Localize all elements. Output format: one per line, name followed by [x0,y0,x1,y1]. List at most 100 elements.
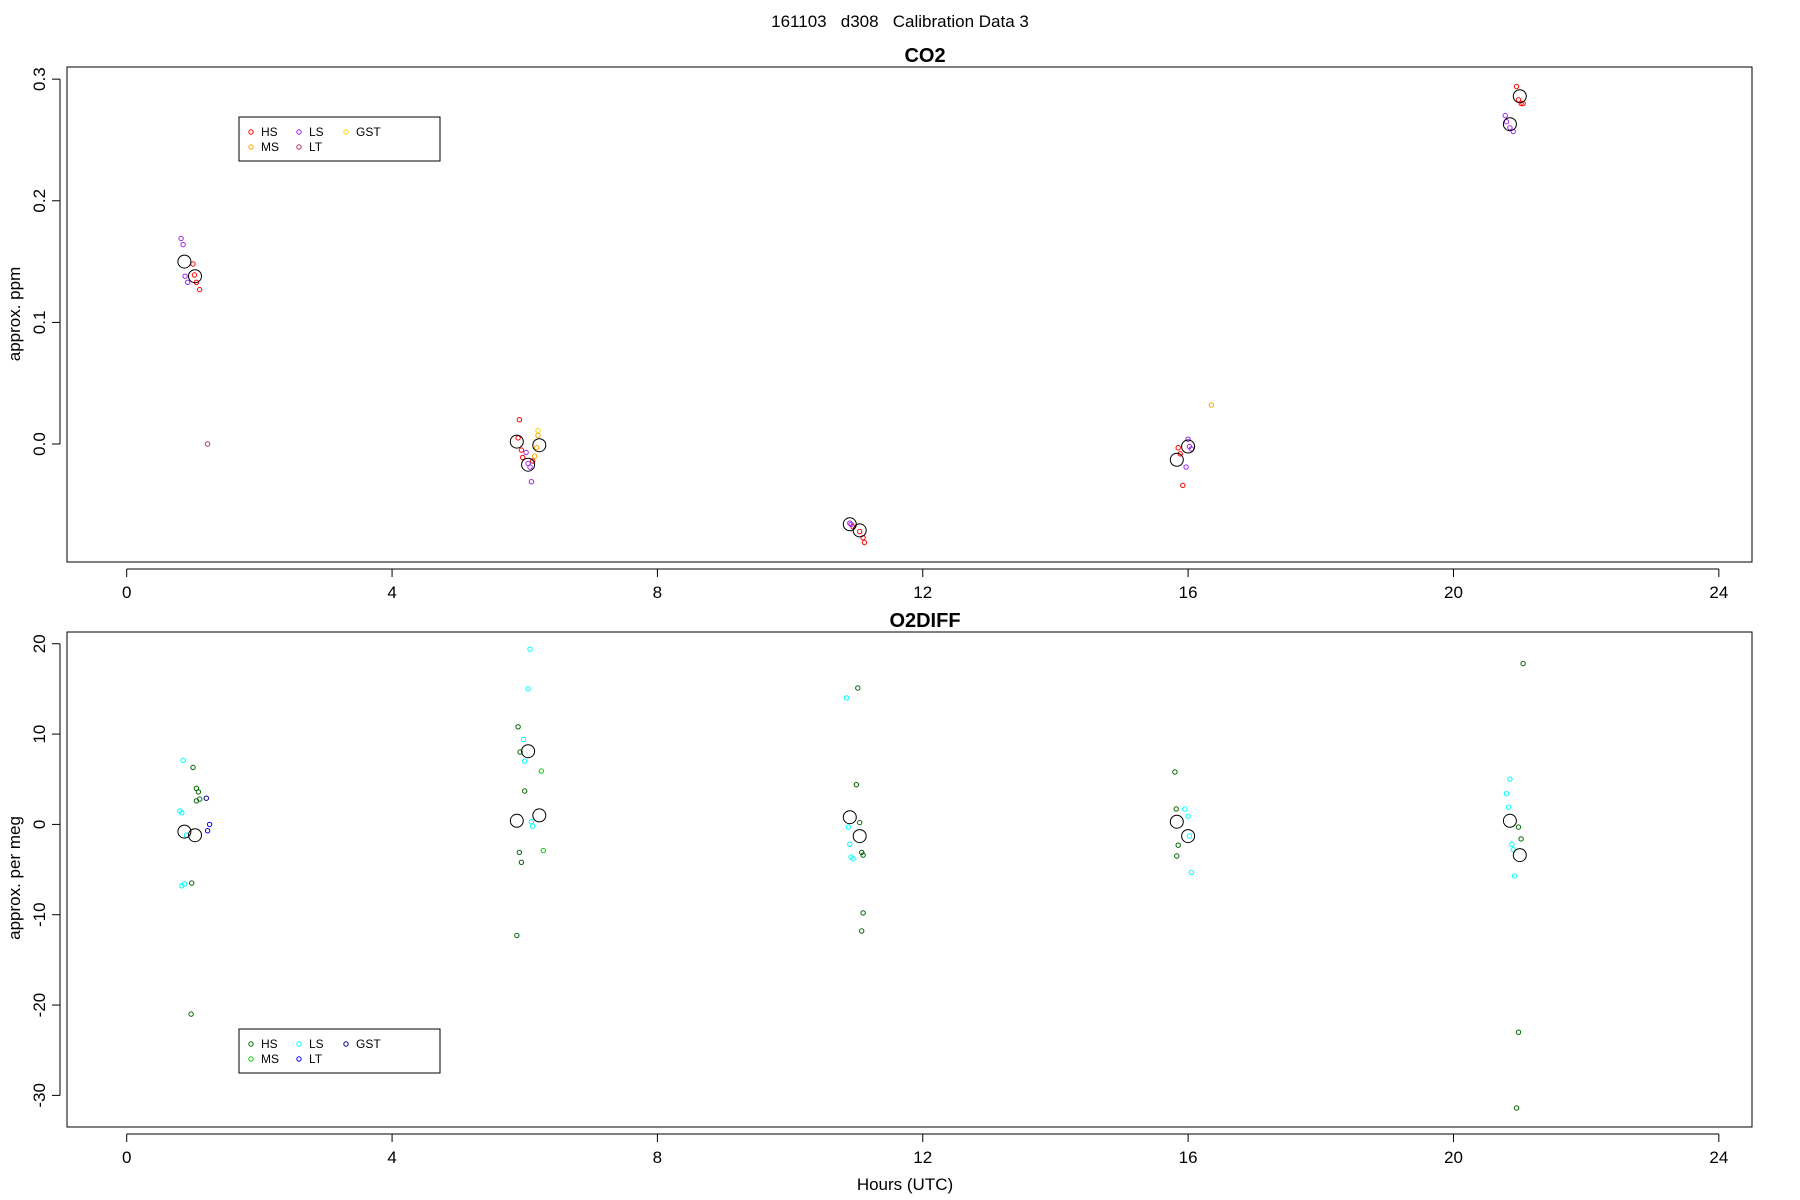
o2diff-panel: O2DIFF approx. per meg Hours (UTC) 0 4 8 12… [5,610,1753,1194]
o2diff-point-ls [1503,791,1510,797]
co2-x-tick-label: 16 [1179,583,1198,602]
co2-point-hs [1175,445,1181,451]
o2diff-point-ls [1509,841,1515,847]
co2-point-ls [847,520,853,526]
o2diff-point-hs [193,798,200,804]
o2diff-x-axis-label: Hours (UTC) [857,1175,953,1194]
co2-y-tick-label: 0.0 [30,432,49,456]
co2-point-ls [1502,112,1508,119]
co2-marks [177,83,1527,546]
co2-mean-marker [1169,452,1184,467]
o2diff-point-hs [190,764,196,771]
co2-x-tick-label: 20 [1444,583,1463,602]
o2diff-point-ls [1182,806,1188,812]
o2diff-point-hs [860,852,866,858]
co2-legend-label-ms: MS [261,140,279,154]
o2diff-mean-marker [188,828,202,843]
co2-point-ls [1185,436,1191,442]
o2diff-legend-box [238,1028,441,1074]
o2diff-mean-marker [532,808,547,823]
o2diff-point-hs [1515,1029,1522,1035]
o2diff-point-ls [1511,873,1518,879]
co2-x-tick-label: 12 [913,583,932,602]
o2diff-point-ls [180,757,186,763]
co2-mean-marker [509,434,524,449]
co2-legend-label-lt: LT [309,140,323,154]
o2diff-point-hs [853,782,860,788]
o2diff-point-hs [195,789,202,795]
o2diff-point-hs [1173,806,1179,812]
o2diff-point-ls [520,736,527,743]
co2-y-tick-label: 0.3 [30,67,49,91]
o2diff-marks [177,646,1527,1111]
co2-legend-swatch-gst [343,129,349,135]
o2diff-mean-marker [852,829,867,844]
o2diff-x-tick-label: 20 [1444,1148,1463,1167]
o2diff-y-tick-label: -20 [30,993,49,1018]
co2-point-hs [530,458,536,464]
o2diff-mean-marker [1169,814,1184,829]
co2-mean-marker [1502,117,1517,132]
o2diff-y-tick-label: 10 [30,725,49,744]
co2-point-lt [204,441,211,447]
co2-legend-label-ls: LS [309,125,324,139]
o2diff-plot-frame [66,631,1753,1128]
o2diff-point-ls [179,883,185,889]
o2diff-point-hs [1518,836,1524,842]
co2-mean-marker [852,523,867,538]
o2diff-point-hs [1515,824,1522,830]
co2-point-hs [518,447,525,453]
o2diff-x-tick-label: 16 [1179,1148,1198,1167]
o2diff-point-hs [1175,842,1181,848]
o2diff-legend-label-gst: GST [356,1037,381,1051]
co2-legend-swatch-ms [248,144,254,150]
o2diff-legend-label-ls: LS [309,1037,324,1051]
o2diff-point-ls [522,758,528,764]
o2diff-mean-marker [1512,848,1527,863]
o2diff-point-ls [1507,776,1513,782]
co2-point-hs [857,528,863,535]
co2-legend-box [238,116,441,162]
o2diff-panel-title: O2DIFF [889,610,960,632]
o2diff-legend-swatch-ls [296,1041,302,1047]
co2-ticks: 0 4 8 12 16 20 24 0.0 0.1 0.2 0.3 [30,67,1728,602]
o2diff-point-ls [179,810,185,816]
o2diff-point-hs [860,910,866,916]
o2diff-point-ls [1505,804,1512,810]
co2-mean-marker [1512,89,1527,104]
o2diff-x-tick-label: 4 [387,1148,396,1167]
co2-point-hs [1513,83,1520,90]
o2diff-point-ls [530,823,536,829]
o2diff-point-hs [859,849,865,856]
o2diff-point-hs [855,685,861,691]
co2-point-hs [1180,482,1186,489]
o2diff-point-hs [517,749,523,755]
o2diff-mean-marker [177,824,192,839]
co2-point-hs [1518,100,1524,107]
co2-point-ms [532,453,538,459]
co2-legend-swatch-hs [248,129,254,135]
o2diff-y-tick-label: -10 [30,902,49,927]
o2diff-mean-marker [521,744,536,759]
o2diff-point-hs [1172,769,1178,775]
o2diff-point-hs [857,819,863,826]
co2-point-hs [191,272,198,278]
o2diff-point-ls [1185,813,1191,819]
co2-point-ls [527,464,533,470]
o2diff-point-hs [515,724,521,730]
o2diff-mean-marker [842,810,857,825]
o2diff-point-hs [514,932,520,939]
co2-legend-label-gst: GST [356,125,381,139]
o2diff-x-tick-label: 24 [1709,1148,1728,1167]
o2diff-point-hs [859,928,865,934]
o2diff-mean-marker [1181,829,1196,844]
o2diff-x-tick-label: 8 [653,1148,662,1167]
co2-point-ms [534,445,540,451]
o2diff-y-tick-label: -30 [30,1083,49,1108]
co2-mean-marker [1181,439,1196,454]
o2diff-y-tick-label: 0 [30,820,49,829]
co2-x-tick-label: 0 [122,583,131,602]
